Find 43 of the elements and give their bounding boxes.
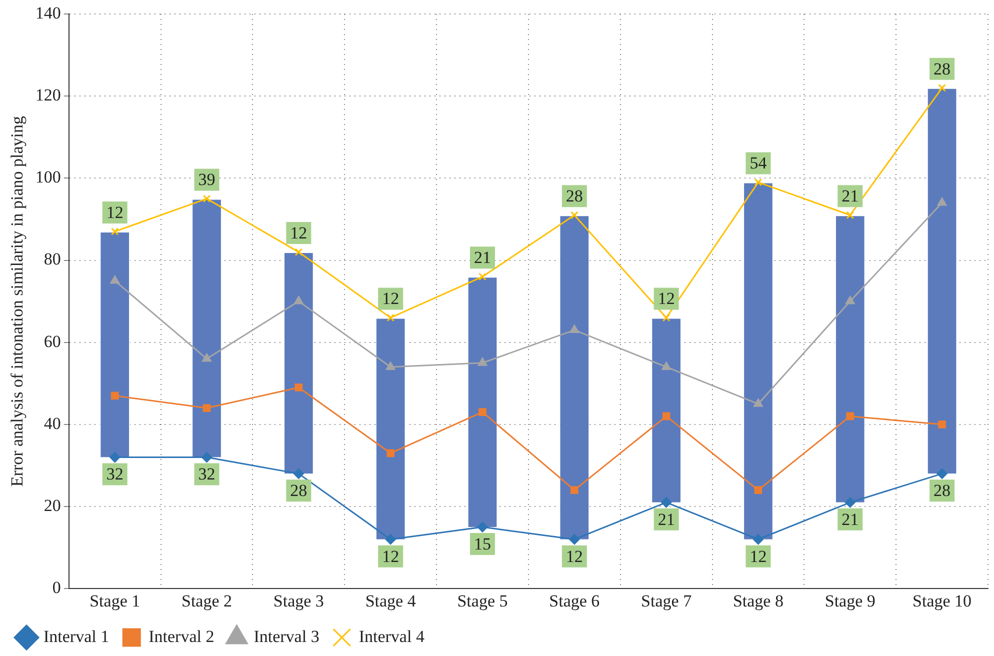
data-label: 12 xyxy=(566,546,583,566)
y-tick-label: 0 xyxy=(52,578,61,598)
data-label: 12 xyxy=(382,546,400,566)
data-label: 15 xyxy=(474,534,491,554)
legend-label: Interval 4 xyxy=(358,626,425,646)
x-tick-label: Stage 6 xyxy=(549,591,600,610)
annotation: 28 xyxy=(566,186,583,206)
y-tick-label: 20 xyxy=(44,496,61,515)
annotation: 39 xyxy=(198,170,216,190)
annotation: 21 xyxy=(474,248,491,268)
x-tick-label: Stage 2 xyxy=(182,591,232,610)
annotation: 12 xyxy=(290,224,308,243)
data-label: 21 xyxy=(658,510,675,529)
data-label: 32 xyxy=(106,464,124,484)
x-tick-label: Stage 7 xyxy=(641,591,692,610)
y-tick-label: 40 xyxy=(44,414,61,433)
y-tick-label: 140 xyxy=(35,3,61,22)
annotation: 12 xyxy=(382,289,400,308)
x-tick-label: Stage 9 xyxy=(824,591,876,610)
x-tick-label: Stage 10 xyxy=(912,591,972,610)
x-tick-label: Stage 1 xyxy=(90,591,140,610)
data-label: 21 xyxy=(842,510,859,529)
annotation: 28 xyxy=(934,59,951,78)
legend-label: Interval 2 xyxy=(148,626,214,646)
data-label: 32 xyxy=(198,464,216,484)
y-tick-label: 100 xyxy=(35,168,61,187)
data-label: 12 xyxy=(750,546,767,566)
annotation: 54 xyxy=(750,154,768,173)
y-axis-title: Error analysis of intonation similarity in piano playing xyxy=(8,115,27,487)
x-tick-label: Stage 8 xyxy=(732,591,784,610)
y-tick-label: 60 xyxy=(44,332,61,351)
legend-label: Interval 1 xyxy=(44,626,110,646)
data-label: 28 xyxy=(290,481,308,500)
annotation: 21 xyxy=(842,186,859,206)
data-label: 28 xyxy=(934,481,951,500)
y-tick-label: 120 xyxy=(35,86,61,105)
x-tick-label: Stage 3 xyxy=(273,591,324,610)
annotation: 12 xyxy=(658,289,675,308)
x-tick-label: Stage 4 xyxy=(365,591,416,610)
y-tick-label: 80 xyxy=(44,250,61,269)
x-tick-label: Stage 5 xyxy=(457,591,508,610)
legend-label: Interval 3 xyxy=(254,626,320,646)
annotation: 12 xyxy=(106,202,124,222)
